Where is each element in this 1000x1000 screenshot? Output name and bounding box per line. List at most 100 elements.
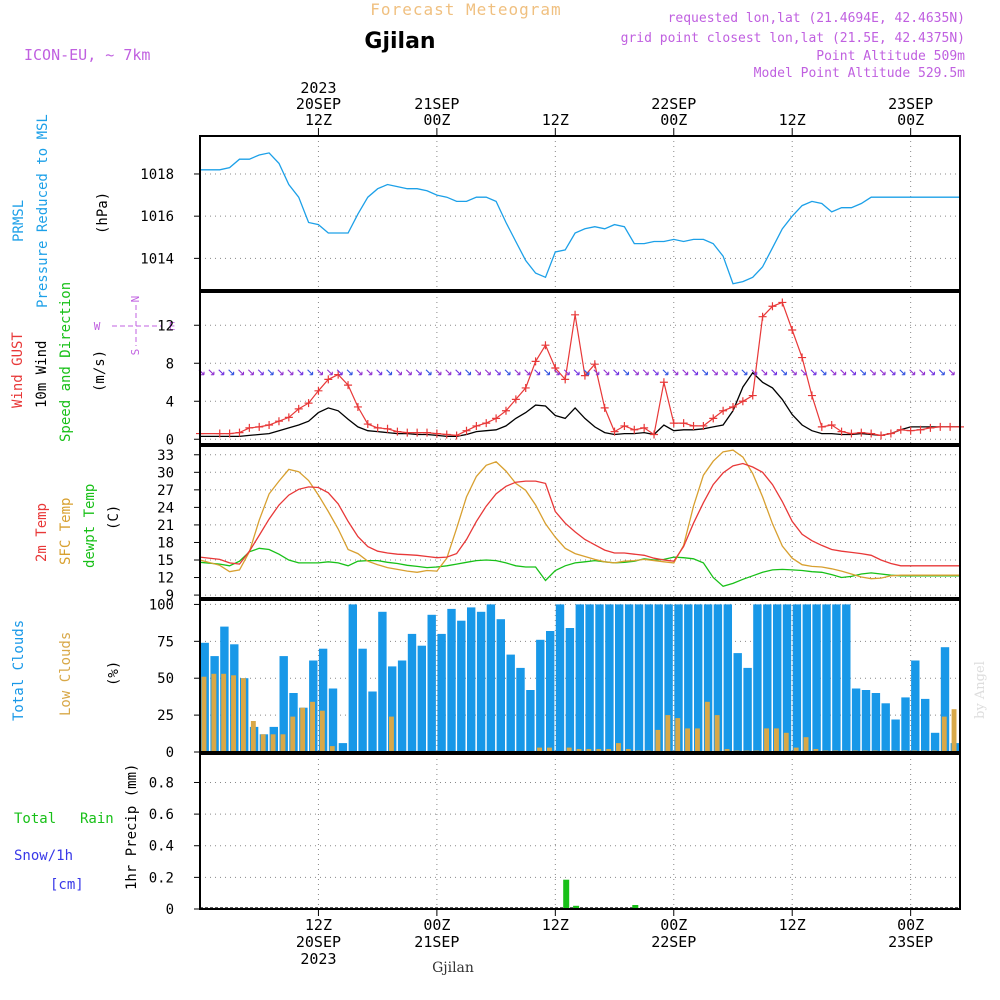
wind-gust-marker: [896, 425, 905, 434]
low-cloud-bar: [310, 701, 315, 752]
pressure-line: [200, 152, 960, 285]
wind-gust-marker: [847, 429, 856, 438]
wind-direction-arrow: [238, 369, 245, 376]
wind-direction-arrow: [356, 369, 363, 376]
wind-direction-arrow: [455, 369, 462, 376]
wind-direction-arrow: [642, 369, 649, 376]
model-label: ICON-EU, ~ 7km: [24, 46, 150, 64]
low-cloud-bar: [260, 734, 266, 752]
low-cloud-bar: [280, 734, 286, 752]
wind-direction-arrow: [277, 369, 284, 376]
wind-gust-marker: [284, 413, 293, 422]
cloud-label-total: Total Clouds: [11, 620, 27, 721]
total-cloud-bar: [378, 611, 387, 752]
low-cloud-bar: [319, 710, 325, 752]
wind-direction-arrow: [632, 369, 639, 376]
bottom-time-label: 22SEP: [651, 933, 696, 951]
total-cloud-bar: [437, 633, 446, 752]
total-cloud-bar: [782, 604, 792, 752]
total-cloud-bar: [506, 654, 515, 752]
total-cloud-bar: [546, 631, 555, 752]
wind-gust-marker: [482, 419, 491, 428]
wind-direction-arrow: [889, 369, 896, 376]
total-cloud-bar: [338, 743, 348, 752]
total-cloud-bar: [822, 604, 831, 752]
clouds-frame: [199, 599, 961, 753]
wind-direction-arrow: [326, 369, 333, 376]
temp-label-sfc: SFC Temp: [58, 498, 74, 565]
total-cloud-bar: [773, 604, 782, 752]
clouds-ytick-label: 0: [166, 745, 174, 761]
wind-gust-marker: [511, 395, 520, 404]
top-time-label: 21SEP: [414, 95, 459, 113]
wind-gust-marker: [571, 310, 580, 319]
wind-direction-arrow: [514, 369, 521, 376]
total-cloud-bar: [703, 604, 713, 752]
wind-gust-marker: [580, 371, 589, 380]
wind-direction-arrow: [346, 369, 353, 376]
wind-direction-arrow: [544, 369, 551, 376]
total-cloud-bar: [407, 633, 417, 752]
wind-gust-marker: [778, 298, 787, 307]
wind-ytick-label: 12: [157, 318, 174, 334]
wind-gust-marker: [669, 419, 678, 428]
cloud-label-low: Low Clouds: [58, 632, 74, 716]
wind-direction-arrow: [287, 369, 294, 376]
low-cloud-bar: [211, 673, 217, 752]
temperature-ytick-label: 9: [166, 588, 174, 604]
temperature-ytick-label: 27: [157, 483, 174, 499]
wind-gust-marker: [827, 421, 836, 429]
pressure-ytick-label: 1014: [140, 251, 174, 267]
total-cloud-bar: [743, 667, 752, 752]
total-cloud-bar: [654, 604, 663, 752]
clouds-panel: 0 25 50 75 100: [149, 597, 960, 761]
total-cloud-bar: [595, 604, 604, 752]
wind-gust-marker: [304, 399, 313, 408]
wind-gust-marker: [225, 429, 234, 438]
total-cloud-bar: [644, 604, 654, 752]
wind-gust-marker: [817, 422, 826, 431]
precip-ytick-label: 0.6: [149, 807, 174, 823]
low-cloud-bar: [250, 721, 256, 752]
wind-gust-marker: [877, 431, 886, 440]
wind-gust-marker: [344, 381, 353, 390]
wind-gust-marker: [758, 312, 767, 321]
bottom-time-label: 12Z: [542, 916, 569, 934]
wind-gust-marker: [798, 353, 807, 362]
wind-label-dir: Speed and Direction: [58, 282, 74, 442]
sfc-temp-line: [199, 449, 960, 580]
wind-direction-arrow: [208, 369, 215, 376]
total-cloud-bar: [328, 688, 338, 752]
low-cloud-bar: [714, 715, 720, 752]
pressure-label-b: Pressure Reduced to MSL: [35, 114, 51, 308]
total-cloud-bar: [812, 604, 821, 752]
low-cloud-bar: [231, 675, 236, 752]
precip-label-rain: Rain: [80, 811, 114, 827]
wind-direction-arrow: [366, 369, 373, 376]
precip-frame: [199, 753, 961, 910]
wind-direction-arrow: [780, 369, 787, 376]
total-cloud-bar: [358, 648, 367, 752]
temperature-ytick-label: 21: [157, 518, 174, 534]
temp-2m-line: [199, 462, 960, 567]
low-cloud-bar: [704, 701, 710, 752]
wind-gust-marker: [906, 426, 915, 435]
rain-bar: [573, 905, 580, 909]
low-cloud-bar: [783, 732, 789, 752]
wind-direction-arrow: [474, 369, 481, 376]
clouds-ytick-label: 100: [149, 597, 174, 613]
low-cloud-bar: [329, 746, 335, 752]
wind-panel: 0 4 8 12: [157, 292, 964, 448]
low-cloud-bar: [537, 747, 542, 752]
wind-label-gust: Wind GUST: [10, 332, 26, 408]
wind-direction-arrow: [534, 369, 541, 376]
total-cloud-bar: [417, 645, 426, 752]
total-cloud-bar: [861, 690, 871, 752]
wind-label-10m: 10m Wind: [34, 341, 50, 408]
precip-ytick-label: 0.8: [149, 775, 174, 791]
wind-gust-marker: [689, 421, 698, 430]
temp-label-2m: 2m Temp: [34, 503, 50, 562]
top-time-label: 12Z: [542, 111, 569, 129]
pressure-panel: 1014 1016 1018: [140, 136, 960, 290]
wind-gust-marker: [531, 357, 540, 366]
